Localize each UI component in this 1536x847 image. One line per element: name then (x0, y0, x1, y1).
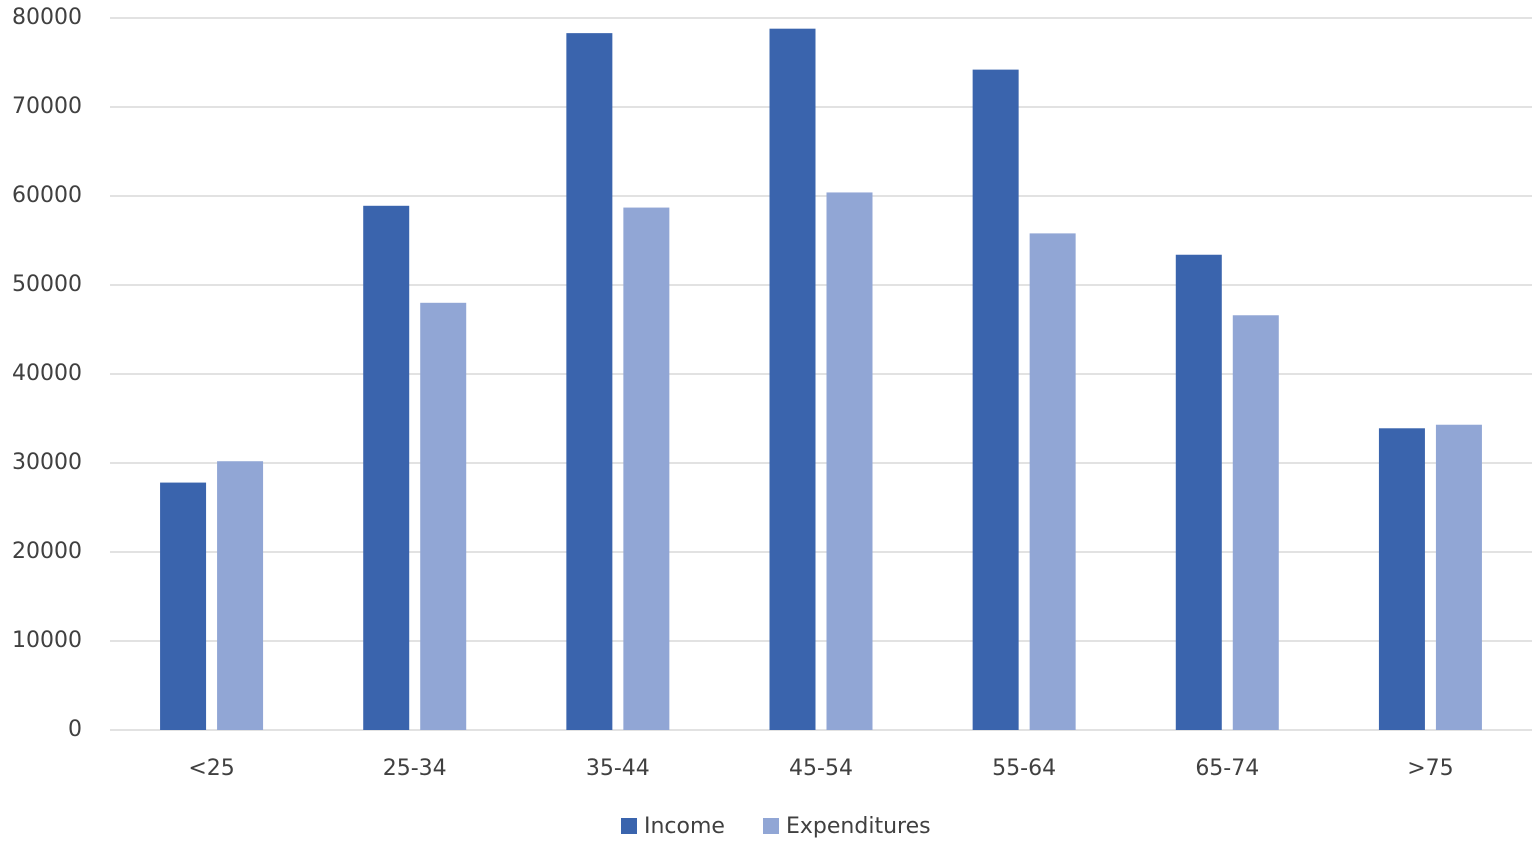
x-tick-label: 45-54 (789, 756, 853, 781)
legend-label: Expenditures (786, 814, 931, 839)
y-tick-label: 20000 (12, 539, 82, 564)
y-tick-label: 0 (68, 717, 82, 742)
bar (1232, 315, 1279, 730)
y-tick-label: 50000 (12, 272, 82, 297)
x-tick-label: >75 (1407, 756, 1453, 781)
bar (972, 69, 1019, 731)
x-tick-label: 55-64 (992, 756, 1056, 781)
bar (420, 302, 467, 730)
bar (160, 482, 207, 730)
bar (1175, 254, 1222, 731)
y-tick-label: 60000 (12, 183, 82, 208)
bar (1029, 233, 1076, 730)
x-tick-label: <25 (188, 756, 234, 781)
y-tick-label: 80000 (12, 5, 82, 30)
x-tick-label: 65-74 (1195, 756, 1259, 781)
y-tick-label: 40000 (12, 361, 82, 386)
bar (566, 33, 613, 730)
bar (363, 205, 410, 731)
x-tick-label: 35-44 (586, 756, 650, 781)
bar (1378, 428, 1425, 730)
legend-label: Income (644, 814, 725, 839)
bar (826, 192, 873, 730)
bar (769, 28, 816, 731)
y-tick-label: 10000 (12, 628, 82, 653)
y-tick-label: 30000 (12, 450, 82, 475)
legend-swatch (763, 818, 779, 834)
legend-swatch (621, 818, 637, 834)
y-tick-label: 70000 (12, 94, 82, 119)
x-tick-label: 25-34 (383, 756, 447, 781)
bar (217, 461, 264, 730)
bar (623, 207, 670, 730)
bar (1435, 424, 1482, 730)
